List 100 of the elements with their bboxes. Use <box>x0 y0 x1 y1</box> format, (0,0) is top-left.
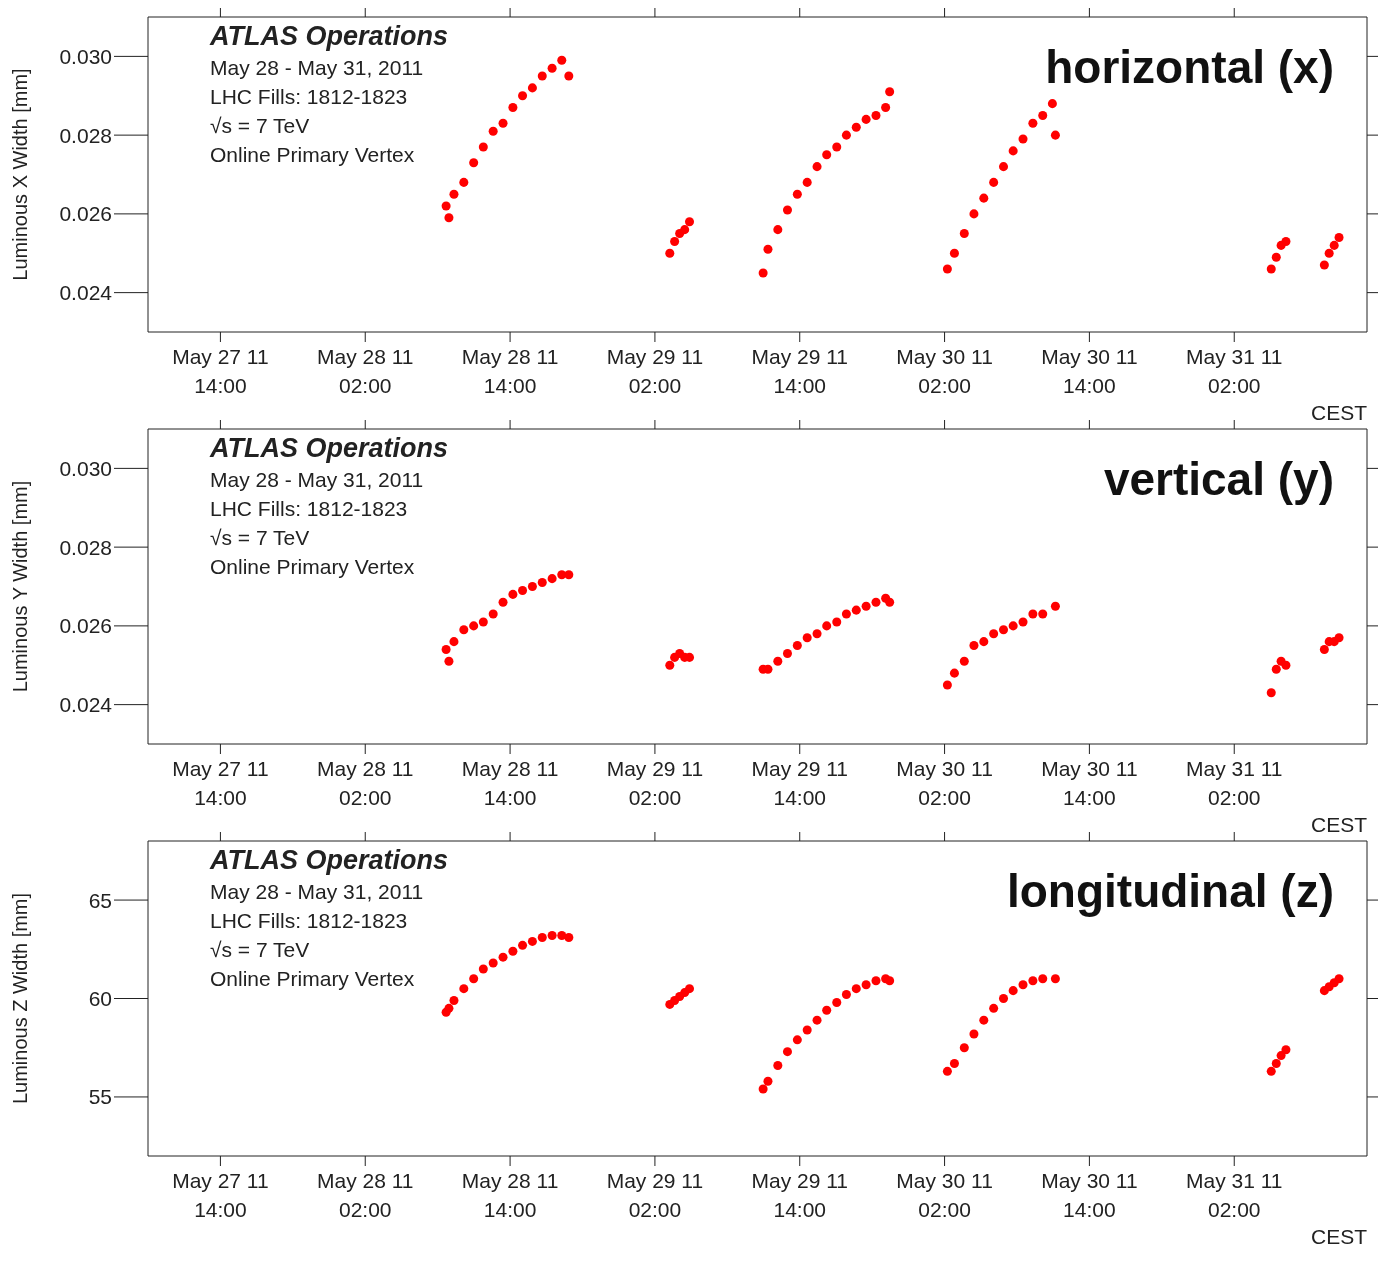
point <box>508 946 518 956</box>
point <box>773 1060 783 1070</box>
annotation: ATLAS Operations <box>210 20 449 53</box>
point <box>508 589 518 599</box>
point <box>449 189 459 199</box>
point <box>1281 660 1291 670</box>
point <box>1018 134 1028 144</box>
point <box>949 1058 959 1068</box>
point <box>999 162 1009 172</box>
point <box>1028 118 1038 128</box>
point <box>1324 248 1334 258</box>
point <box>488 958 498 968</box>
annotation: vertical (y) <box>1099 452 1338 506</box>
point <box>1266 264 1276 274</box>
point <box>773 225 783 235</box>
x-tick-label: May 29 11 02:00 <box>606 345 704 397</box>
y-axis-title: Luminous Y Width [mm] <box>9 480 32 693</box>
x-tick-label: May 30 11 02:00 <box>896 1169 993 1221</box>
point <box>537 71 547 81</box>
point <box>527 936 537 946</box>
point <box>469 974 479 984</box>
point <box>1281 1045 1291 1055</box>
point <box>441 201 451 211</box>
point <box>959 1043 969 1053</box>
x-tick-label: May 28 11 14:00 <box>461 345 559 397</box>
y-tick-label: 60 <box>88 986 112 1010</box>
point <box>1018 617 1028 627</box>
point <box>979 193 989 203</box>
point <box>885 597 895 607</box>
x-axis-title: CEST <box>1310 401 1368 424</box>
point <box>488 126 498 136</box>
point <box>1281 236 1291 246</box>
point <box>478 964 488 974</box>
point <box>959 229 969 239</box>
point <box>1038 110 1048 120</box>
x-axis-title: CEST <box>1310 1225 1368 1248</box>
point <box>564 570 574 580</box>
point <box>792 1035 802 1045</box>
y-tick-label: 0.028 <box>59 535 112 559</box>
point <box>832 142 842 152</box>
y-tick-label: 55 <box>88 1085 112 1109</box>
point <box>449 637 459 647</box>
point <box>969 209 979 219</box>
y-axis-title: Luminous X Width [mm] <box>9 68 32 281</box>
annotation: Online Primary Vertex <box>210 142 416 168</box>
point <box>861 114 871 124</box>
point <box>822 621 832 631</box>
x-tick-label: May 31 11 02:00 <box>1185 757 1283 809</box>
point <box>989 177 999 187</box>
point <box>802 1025 812 1035</box>
x-tick-label: May 30 11 02:00 <box>896 345 993 397</box>
x-tick-label: May 27 11 14:00 <box>172 1169 269 1221</box>
annotation: LHC Fills: 1812-1823 <box>210 908 409 934</box>
point <box>1271 664 1281 674</box>
point <box>537 932 547 942</box>
point <box>478 142 488 152</box>
point <box>758 268 768 278</box>
point <box>885 976 895 986</box>
point <box>999 993 1009 1004</box>
annotation: ATLAS Operations <box>210 432 449 465</box>
annotation: √s = 7 TeV <box>210 113 311 139</box>
point <box>1008 986 1018 996</box>
point <box>942 680 952 690</box>
annotation: √s = 7 TeV <box>210 937 311 963</box>
x-tick-label: May 28 11 14:00 <box>461 757 559 809</box>
point <box>665 248 675 258</box>
point <box>498 118 508 128</box>
point <box>989 629 999 639</box>
point <box>1008 621 1018 631</box>
point <box>1038 609 1048 619</box>
point <box>812 629 822 639</box>
point <box>871 597 881 607</box>
x-tick-label: May 27 11 14:00 <box>172 345 269 397</box>
point <box>942 264 952 274</box>
annotation: May 28 - May 31, 2011 <box>210 55 425 81</box>
point <box>832 617 842 627</box>
point <box>527 581 537 592</box>
point <box>979 637 989 647</box>
point <box>498 952 508 962</box>
point <box>782 1047 792 1057</box>
x-tick-label: May 29 11 14:00 <box>751 1169 848 1221</box>
x-tick-label: May 28 11 02:00 <box>317 757 414 809</box>
point <box>564 932 574 942</box>
x-tick-label: May 28 11 02:00 <box>317 345 414 397</box>
point <box>444 213 454 223</box>
point <box>822 1005 832 1015</box>
point <box>851 984 861 994</box>
point <box>1266 688 1276 698</box>
point <box>518 585 528 595</box>
x-tick-label: May 31 11 02:00 <box>1185 1169 1283 1221</box>
point <box>469 621 479 631</box>
annotation: May 28 - May 31, 2011 <box>210 467 425 493</box>
point <box>1334 633 1344 643</box>
point <box>792 641 802 651</box>
y-tick-label: 65 <box>88 888 112 912</box>
point <box>547 63 557 73</box>
point <box>1266 1066 1276 1076</box>
point <box>885 87 895 97</box>
x-tick-label: May 30 11 02:00 <box>896 757 993 809</box>
point <box>949 668 959 678</box>
